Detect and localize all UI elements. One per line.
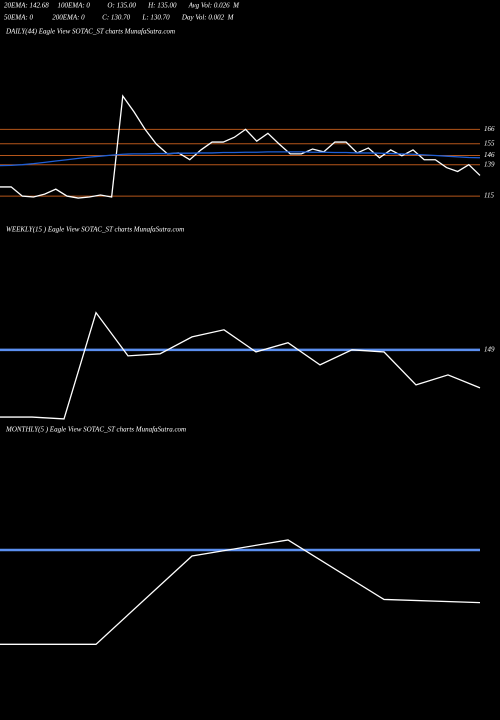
header-line: 20EMA: 142.68 100EMA: 0 O: 135.00 H: 135… — [4, 2, 240, 10]
y-tick-label: 155 — [484, 139, 495, 147]
price-line — [0, 311, 481, 420]
price-line — [0, 151, 481, 167]
panel-title: WEEKLY(15 ) Eagle View SOTAC_ST charts M… — [6, 226, 184, 234]
y-tick-label: 149 — [484, 345, 495, 353]
price-line — [0, 94, 481, 199]
y-tick-label: 115 — [484, 192, 494, 200]
price-line — [0, 539, 481, 645]
panel-title: MONTHLY(5 ) Eagle View SOTAC_ST charts M… — [5, 426, 186, 434]
header-line: 50EMA: 0 200EMA: 0 C: 130.70 L: 130.70 D… — [4, 14, 235, 22]
y-tick-label: 166 — [484, 125, 495, 133]
panel-title: DAILY(44) Eagle View SOTAC_ST charts Mun… — [5, 28, 175, 36]
y-tick-label: 146 — [484, 151, 495, 159]
y-tick-label: 139 — [484, 160, 495, 168]
